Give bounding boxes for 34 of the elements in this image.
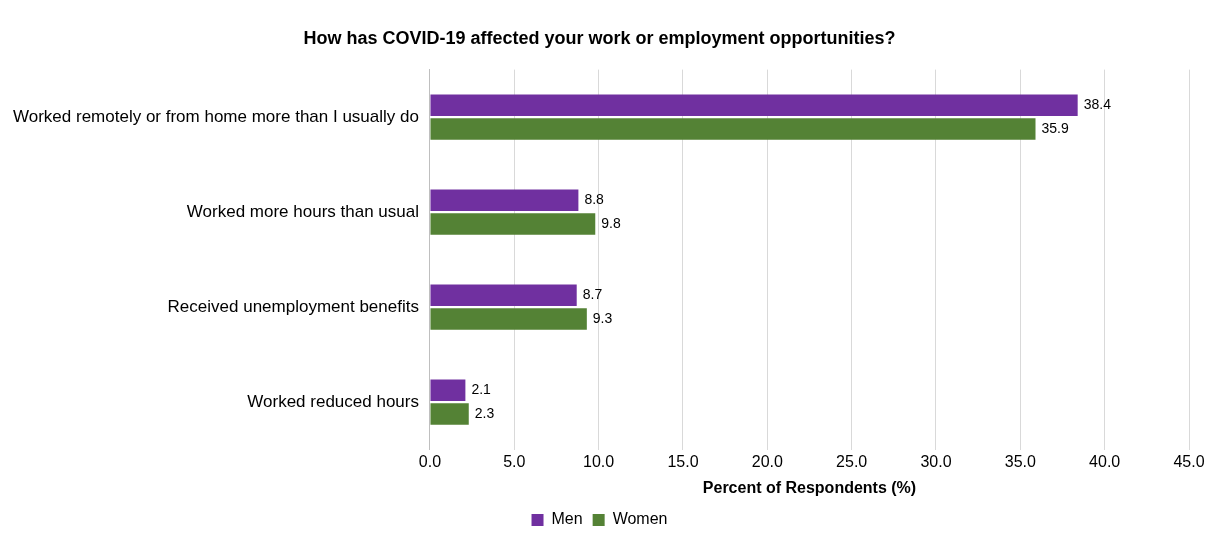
x-tick-label: 5.0 [503, 452, 526, 470]
data-label: 8.7 [582, 286, 603, 303]
bar [430, 403, 469, 425]
x-tick-label: 30.0 [920, 452, 952, 470]
y-tick-label: Worked reduced hours [247, 391, 419, 411]
x-tick-label: 25.0 [836, 452, 868, 470]
x-tick-label: 35.0 [1004, 452, 1036, 470]
data-label: 2.3 [474, 404, 495, 421]
bar [430, 284, 577, 306]
x-tick-label: 40.0 [1089, 452, 1121, 470]
data-label: 9.3 [592, 309, 613, 326]
data-label: 2.1 [471, 381, 492, 398]
bar [430, 213, 596, 235]
x-tick-label: 0.0 [418, 452, 442, 470]
x-axis-title: Percent of Respondents (%) [702, 478, 917, 496]
bar [430, 189, 579, 211]
x-tick-label: 10.0 [583, 452, 615, 470]
legend-label: Men [551, 510, 583, 528]
data-label: 38.4 [1083, 96, 1112, 113]
bar [430, 308, 587, 330]
legend-label: Women [612, 510, 668, 528]
x-tick-label: 20.0 [751, 452, 783, 470]
y-tick-label: Worked more hours than usual [186, 201, 419, 221]
y-tick-label: Worked remotely or from home more than I usually do [13, 106, 419, 126]
data-label: 9.8 [601, 214, 621, 231]
chart-title: How has COVID-19 affected your work or employment opportunities? [303, 27, 896, 48]
bar [430, 118, 1036, 140]
x-tick-label: 15.0 [667, 452, 699, 470]
x-tick-label: 45.0 [1173, 452, 1205, 470]
bar [430, 379, 466, 401]
y-tick-label: Received unemployment benefits [167, 296, 419, 316]
bar [430, 94, 1078, 116]
data-label: 35.9 [1041, 119, 1069, 136]
data-label: 8.8 [584, 191, 605, 208]
